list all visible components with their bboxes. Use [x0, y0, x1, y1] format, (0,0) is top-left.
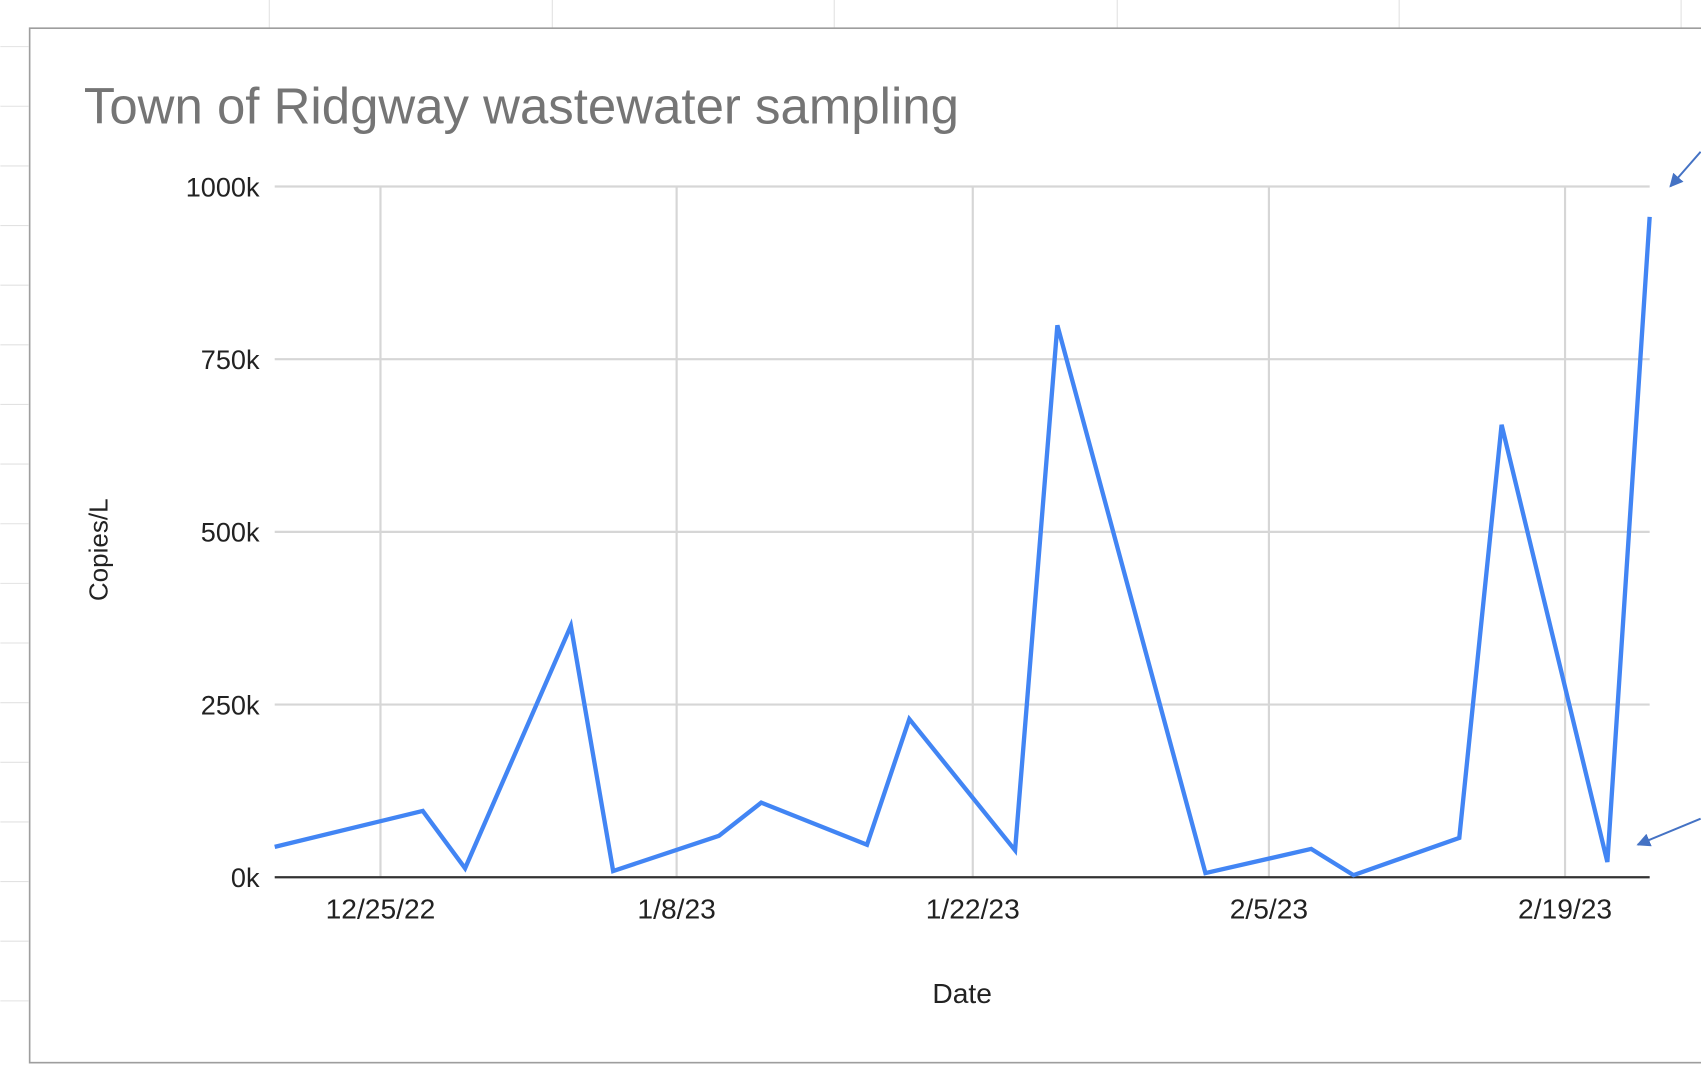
x-tick-label: 1/22/23 — [926, 892, 1020, 924]
grid: 12/25/22 1/8/23 1/22/23 2/5/23 2/19/23 0k 250k… — [186, 171, 1650, 924]
sheet-grid — [0, 0, 1682, 1002]
chart-frame — [28, 27, 1701, 1064]
annotation-arrows — [1636, 151, 1701, 847]
x-tick-label: 2/5/23 — [1230, 892, 1308, 924]
y-tick-label: 0k — [231, 862, 260, 893]
arrow — [1636, 817, 1701, 847]
arrow — [1669, 151, 1701, 188]
x-tick-label: 12/25/22 — [326, 892, 436, 924]
y-tick-label: 250k — [201, 689, 260, 720]
y-axis-label: Copies/L — [84, 498, 114, 601]
y-tick-label: 500k — [201, 517, 260, 548]
data-line — [274, 216, 1652, 878]
marks — [274, 216, 1652, 878]
x-tick-label: 2/19/23 — [1518, 892, 1612, 924]
y-tick-label: 750k — [201, 344, 260, 375]
y-tick-label: 1000k — [186, 171, 260, 202]
x-tick-label: 1/8/23 — [637, 892, 715, 924]
chart-title: Town of Ridgway wastewater sampling — [84, 78, 959, 135]
x-axis-label: Date — [932, 977, 992, 1009]
